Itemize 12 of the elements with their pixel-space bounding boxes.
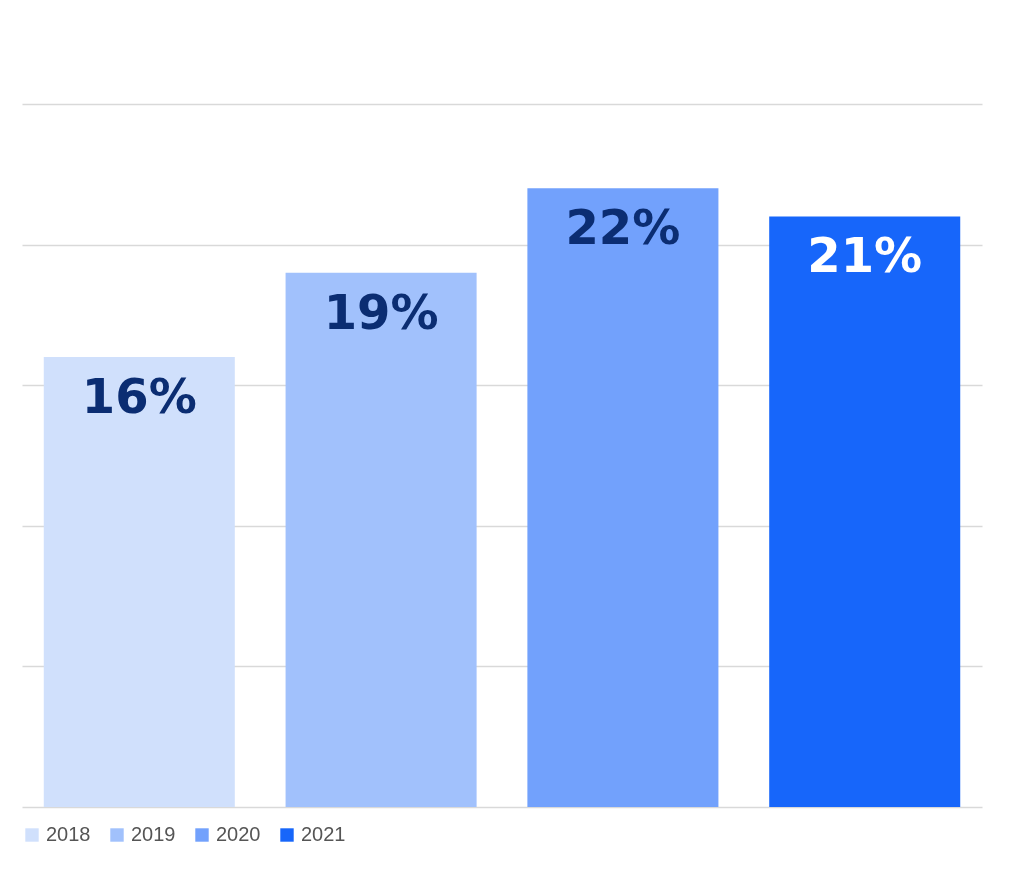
data-label: 19% — [323, 283, 439, 340]
bar — [527, 188, 719, 807]
data-label: 16% — [81, 368, 197, 425]
bar — [769, 216, 961, 807]
legend-label: 2019 — [131, 823, 176, 845]
legend-label: 2021 — [301, 823, 346, 845]
legend-label: 2018 — [46, 823, 91, 845]
data-label: 22% — [565, 199, 681, 256]
data-label: 21% — [807, 227, 923, 284]
bar — [43, 357, 235, 807]
bar — [285, 272, 477, 807]
legend-label: 2020 — [216, 823, 261, 845]
